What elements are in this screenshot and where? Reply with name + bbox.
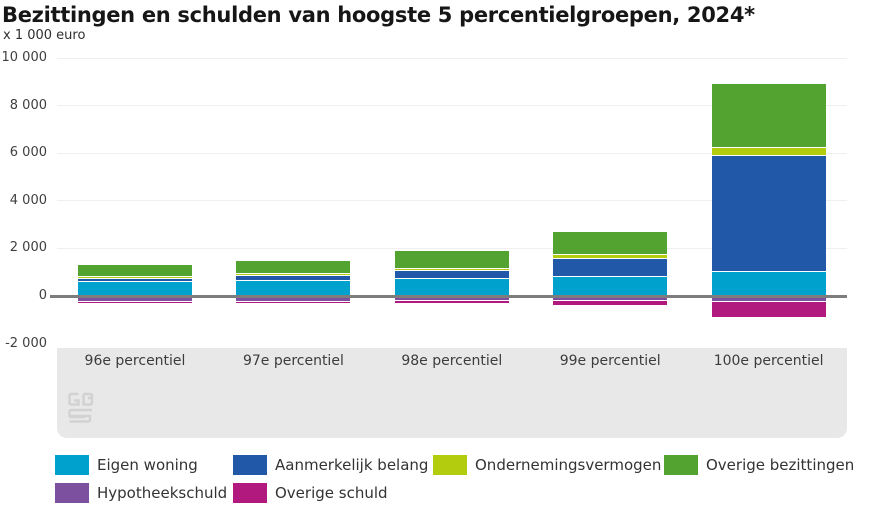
bar-segment[interactable] [78, 282, 192, 296]
bar-segment[interactable] [394, 268, 509, 272]
x-category-label: 96e percentiel [84, 353, 186, 369]
legend-swatch [233, 483, 267, 503]
legend-label: Overige bezittingen [706, 456, 855, 474]
bar-segment[interactable] [553, 255, 668, 260]
bar-segment[interactable] [236, 275, 351, 281]
grid-line [57, 200, 847, 202]
bar-segment[interactable] [236, 273, 351, 276]
grid-line [57, 247, 847, 249]
legend-label: Eigen woning [97, 456, 198, 474]
bar-segment[interactable] [394, 279, 509, 296]
x-axis-panel [57, 348, 847, 438]
y-tick-label: 2 000 [9, 240, 47, 256]
x-category-label: 100e percentiel [713, 353, 824, 369]
bar-segment[interactable] [553, 259, 668, 277]
bar-segment[interactable] [711, 147, 826, 156]
bar-segment[interactable] [394, 251, 509, 269]
y-tick-label: 6 000 [9, 145, 47, 161]
bar-segment[interactable] [394, 271, 509, 280]
bar-segment[interactable] [711, 300, 826, 317]
legend-item-overige-schuld[interactable]: Overige schuld [233, 483, 388, 503]
y-tick-label: -2 000 [5, 335, 47, 351]
y-tick-label: 0 [38, 288, 47, 303]
y-axis-unit-label: x 1 000 euro [3, 28, 86, 43]
bar-segment[interactable] [78, 276, 192, 279]
bar-segment[interactable] [711, 272, 826, 296]
zero-axis-line [50, 294, 847, 298]
legend-label: Aanmerkelijk belang [275, 456, 429, 474]
bar-segment[interactable] [711, 84, 826, 148]
grid-line [57, 105, 847, 107]
grid-line [57, 152, 847, 154]
bar-segment[interactable] [236, 300, 351, 303]
legend-item-hypotheekschuld[interactable]: Hypotheekschuld [55, 483, 227, 503]
bar-segment[interactable] [394, 300, 509, 304]
plot-area: 10 000 8 000 6 000 4 000 2 000 0 -2 000 96e per… [1, 50, 847, 438]
x-category-label: 98e percentiel [401, 353, 503, 369]
bar-segment[interactable] [711, 155, 826, 273]
bar-segment[interactable] [236, 260, 351, 274]
legend-swatch [233, 455, 267, 475]
cbs-logo [68, 392, 94, 423]
bar-segment[interactable] [394, 297, 509, 301]
legend-item-ondernemingsvermogen[interactable]: Ondernemingsvermogen [433, 455, 661, 475]
legend-label: Ondernemingsvermogen [475, 456, 662, 474]
y-tick-label: 8 000 [9, 97, 47, 113]
legend-label: Overige schuld [275, 484, 388, 502]
bar-segment[interactable] [78, 297, 192, 301]
chart-title: Bezittingen en schulden van hoogste 5 pe… [2, 3, 755, 27]
bar-segment[interactable] [236, 297, 351, 301]
y-tick-label: 4 000 [9, 192, 47, 208]
bar-segment[interactable] [78, 300, 192, 303]
legend-swatch [55, 483, 89, 503]
bar-segment[interactable] [553, 276, 668, 296]
bar-segment[interactable] [553, 297, 668, 300]
bar-segment[interactable] [711, 297, 826, 301]
y-tick-label: 10 000 [1, 50, 48, 65]
legend-label: Hypotheekschuld [97, 484, 228, 502]
bar-segment[interactable] [78, 278, 192, 283]
legend-item-eigen-woning[interactable]: Eigen woning [55, 455, 198, 475]
bar-segment[interactable] [236, 280, 351, 296]
legend-item-aanmerkelijk-belang[interactable]: Aanmerkelijk belang [233, 455, 428, 475]
x-category-label: 97e percentiel [242, 353, 344, 369]
bar-segment[interactable] [553, 232, 668, 256]
legend-swatch [433, 455, 467, 475]
bar-segment[interactable] [553, 299, 668, 306]
bar-segment[interactable] [78, 265, 192, 277]
grid-line [57, 57, 847, 59]
legend-swatch [664, 455, 698, 475]
legend-swatch [55, 455, 89, 475]
legend-item-overige-bezittingen[interactable]: Overige bezittingen [664, 455, 854, 475]
x-category-label: 99e percentiel [559, 353, 661, 369]
